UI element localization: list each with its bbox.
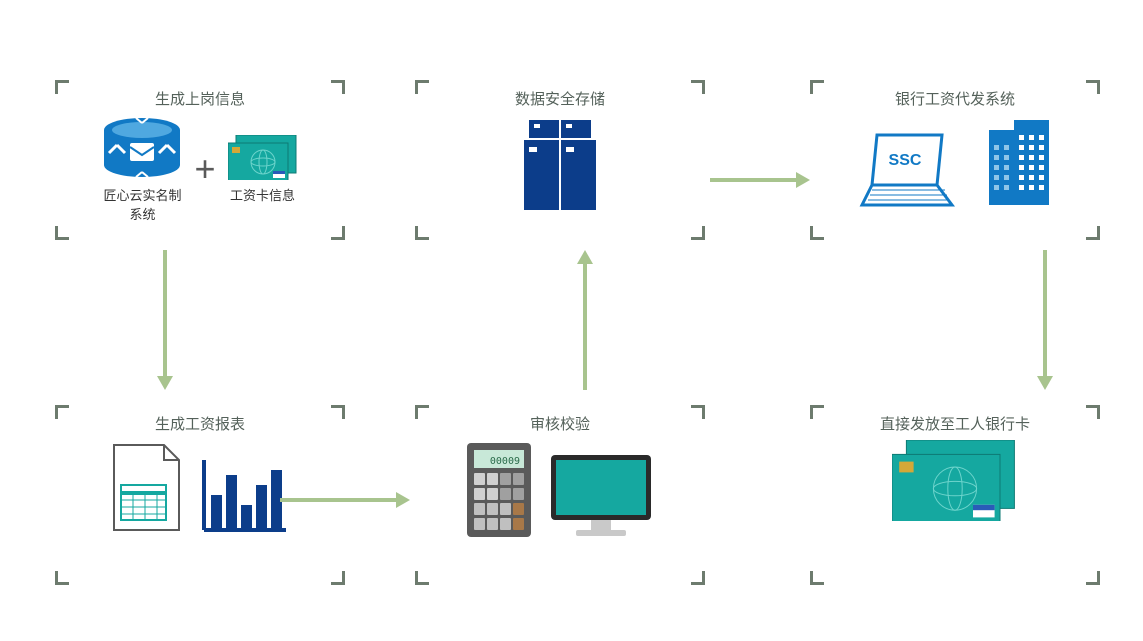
- plus-icon: +: [194, 148, 215, 190]
- arrow-n3-n6: [1035, 250, 1055, 395]
- flowchart-canvas: 生成上岗信息 匠心云实名制 系统 + 工资卡信息 数据安全存储 银行工资代发系统 S…: [0, 0, 1143, 641]
- corner-br: [331, 571, 345, 585]
- node-body: 00009: [415, 440, 705, 540]
- building-icon: [969, 115, 1054, 210]
- node-n6: 直接发放至工人银行卡: [810, 405, 1100, 585]
- node-title: 数据安全存储: [415, 88, 705, 109]
- corner-br: [691, 571, 705, 585]
- sublabel-system: 匠心云实名制 系统: [102, 185, 182, 223]
- node-body: [415, 115, 705, 215]
- corner-bl: [415, 226, 429, 240]
- corner-bl: [810, 571, 824, 585]
- node-body: 匠心云实名制 系统 + 工资卡信息: [55, 115, 345, 223]
- node-title: 直接发放至工人银行卡: [810, 413, 1100, 434]
- node-n5: 审核校验 00009: [415, 405, 705, 585]
- corner-br: [331, 226, 345, 240]
- document-icon: [109, 440, 184, 535]
- corner-br: [691, 226, 705, 240]
- router-icon: [102, 115, 182, 180]
- svg-text:SSC: SSC: [888, 152, 921, 169]
- barchart-icon: [196, 455, 291, 535]
- monitor-icon: [546, 450, 656, 540]
- corner-bl: [55, 571, 69, 585]
- corner-br: [1086, 226, 1100, 240]
- node-title: 生成工资报表: [55, 413, 345, 434]
- corner-bl: [55, 226, 69, 240]
- corner-bl: [415, 571, 429, 585]
- node-body: SSC: [810, 115, 1100, 210]
- sublabel-card: 工资卡信息: [228, 185, 298, 204]
- arrow-n1-n4: [155, 250, 175, 395]
- node-body: [55, 440, 345, 535]
- node-body: [810, 440, 1100, 521]
- arrow-n4-n5: [280, 490, 410, 515]
- svg-text:00009: 00009: [490, 456, 520, 467]
- calculator-icon: 00009: [464, 440, 534, 540]
- node-title: 生成上岗信息: [55, 88, 345, 109]
- node-n1: 生成上岗信息 匠心云实名制 系统 + 工资卡信息: [55, 80, 345, 240]
- laptop-icon: SSC: [857, 130, 957, 210]
- node-title: 银行工资代发系统: [810, 88, 1100, 109]
- arrow-n5-n2: [575, 250, 595, 395]
- card-icon: [228, 135, 298, 180]
- server-icon: [504, 115, 616, 215]
- node-n3: 银行工资代发系统 SSC: [810, 80, 1100, 240]
- node-title: 审核校验: [415, 413, 705, 434]
- corner-br: [1086, 571, 1100, 585]
- arrow-n2-n3: [710, 170, 810, 195]
- bankcard-icon: [892, 440, 1018, 521]
- corner-bl: [810, 226, 824, 240]
- node-n2: 数据安全存储: [415, 80, 705, 240]
